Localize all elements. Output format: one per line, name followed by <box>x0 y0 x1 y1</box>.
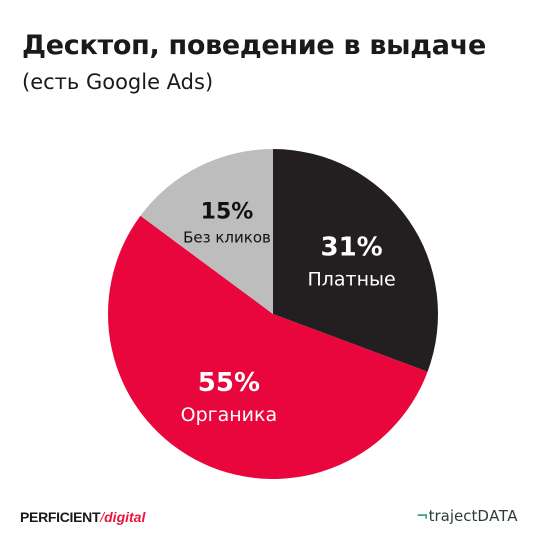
slice-category-label-1: Платные <box>307 268 395 290</box>
slice-value-label-3: 15% <box>201 200 254 225</box>
traject-data-text: DATA <box>477 507 518 525</box>
pie-slice-1 <box>273 149 438 372</box>
pie-slice-3 <box>140 149 273 314</box>
traject-mark-icon: ¬ <box>416 507 429 525</box>
perficient-digital-logo: PERFICIENT/digital <box>20 509 145 525</box>
traject-brand-text: traject <box>428 507 478 525</box>
chart-subtitle: (есть Google Ads) <box>22 70 214 94</box>
chart-title: Десктоп, поведение в выдаче <box>22 30 486 61</box>
pie-slice-2 <box>107 215 428 479</box>
slice-category-label-2: Органика <box>181 404 278 426</box>
logo-sub-text: digital <box>104 509 146 525</box>
slice-category-label-3: Без кликов <box>183 229 271 247</box>
logo-separator: / <box>100 509 105 525</box>
trajectdata-logo: ¬trajectDATA <box>416 507 518 525</box>
slice-value-label-2: 55% <box>198 368 260 398</box>
slice-value-label-1: 31% <box>321 232 383 262</box>
logo-brand-text: PERFICIENT <box>20 509 101 525</box>
